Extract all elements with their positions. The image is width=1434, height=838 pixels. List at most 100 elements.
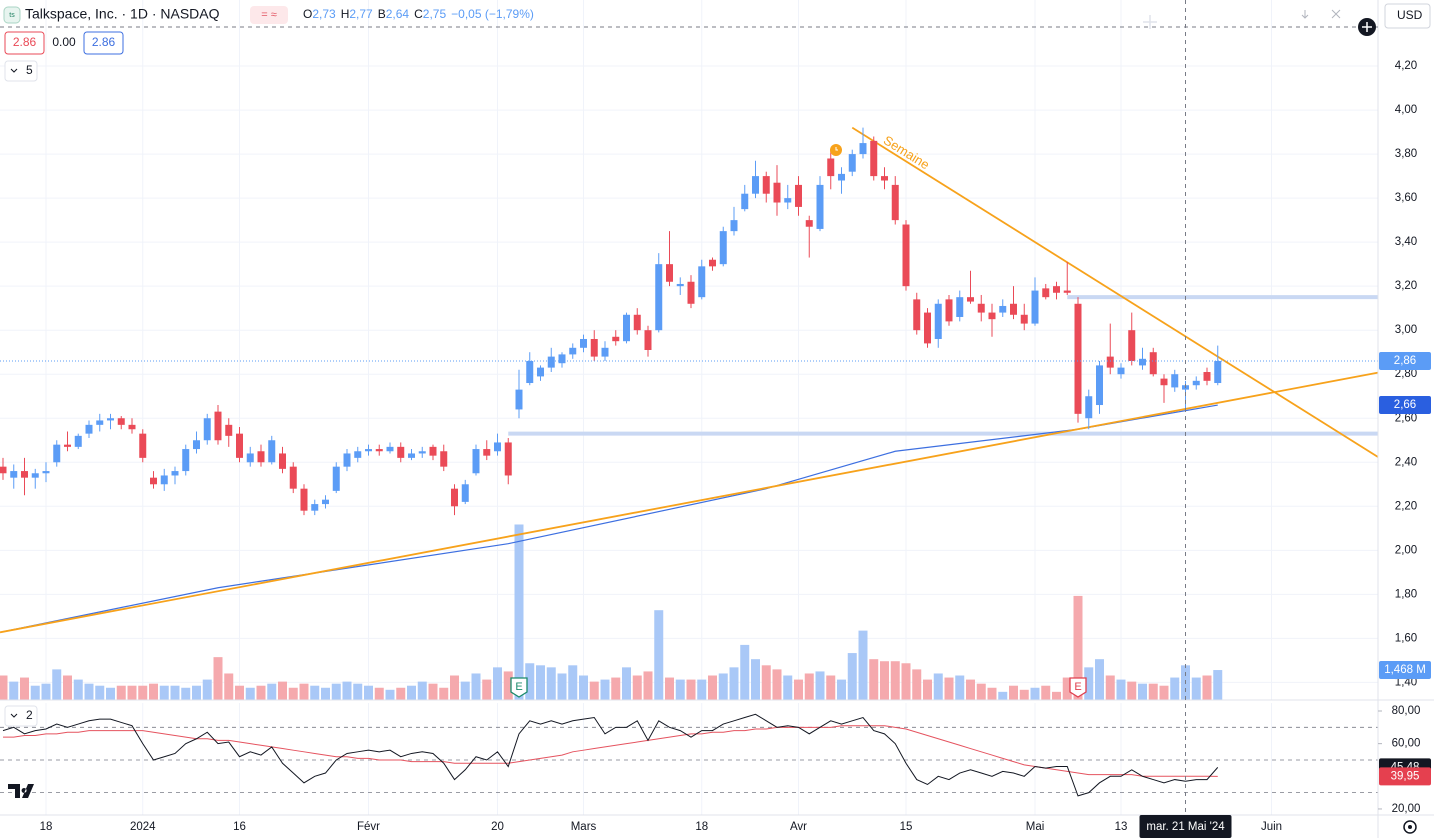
x-tick-label: Juin	[1261, 821, 1282, 833]
x-tick-label: 18	[695, 821, 708, 833]
candle-body	[10, 471, 18, 478]
candle-body	[655, 264, 663, 331]
tradingview-logo	[8, 784, 34, 798]
buy-button[interactable]	[83, 31, 124, 55]
candle-body	[1192, 380, 1200, 386]
x-tick-label: 20	[491, 821, 504, 833]
candle-body	[612, 336, 620, 342]
y-tick-label: 3,00	[1395, 324, 1417, 336]
candle-body	[924, 312, 931, 344]
candle-body	[375, 449, 383, 452]
volume-bar	[310, 685, 320, 700]
volume-bar	[9, 681, 19, 700]
volume-bar	[63, 675, 72, 700]
x-tick-label: 16	[233, 821, 246, 833]
candle-body	[246, 453, 254, 463]
candle-body	[343, 453, 351, 467]
candle-body	[1020, 314, 1028, 324]
candle-body	[784, 198, 792, 203]
volume-bar	[826, 675, 836, 700]
volume-bar	[987, 687, 997, 700]
y-tick-label: 2,40	[1395, 456, 1417, 468]
volume-bar	[213, 657, 223, 700]
settings-button[interactable]	[1403, 820, 1417, 834]
volume-bar	[417, 681, 427, 700]
candle-body	[795, 184, 802, 207]
volume-bar	[364, 685, 373, 700]
volume-bar	[0, 675, 8, 700]
sell-price: 2.86	[13, 35, 37, 49]
y-tick-label: 3,80	[1395, 148, 1417, 160]
candle-body	[891, 184, 899, 221]
candle-body	[956, 297, 964, 317]
rsi-toggle[interactable]	[4, 705, 38, 727]
volume-bar	[1127, 681, 1137, 700]
candle-body	[633, 314, 641, 331]
sell-button[interactable]	[4, 31, 45, 55]
volume-bar	[428, 683, 438, 700]
currency: USD	[1397, 8, 1423, 22]
volume-bar	[632, 675, 642, 700]
volume-bar	[611, 677, 621, 700]
candle-body	[397, 446, 405, 458]
volume-bar	[202, 679, 212, 700]
volume-bar	[95, 685, 105, 700]
y-tick-label: 2,80	[1395, 368, 1417, 380]
y-tick-label: 1,80	[1395, 588, 1417, 600]
candle-body	[160, 475, 168, 485]
volume-bar	[837, 679, 846, 700]
earnings-marker	[510, 677, 528, 698]
candle-body	[74, 435, 82, 447]
volume-bar	[374, 687, 384, 700]
volume-bar	[944, 677, 954, 700]
pane-controls[interactable]	[1301, 9, 1341, 19]
last-price-label: 2,86	[1394, 355, 1416, 367]
candle-body	[139, 433, 147, 458]
candle-body	[171, 471, 179, 476]
candle-body	[999, 305, 1007, 313]
volume-bar	[149, 683, 158, 700]
candle-body	[150, 477, 157, 485]
compare-button[interactable]	[250, 6, 288, 24]
volume-bar	[901, 663, 911, 700]
candle-body	[848, 154, 856, 172]
volume-bar	[600, 679, 610, 700]
volume-bar	[675, 679, 685, 700]
candle-body	[1117, 367, 1125, 375]
candle-body	[558, 354, 566, 364]
volume-bar	[718, 673, 728, 700]
currency-button[interactable]	[1384, 3, 1431, 29]
candle-body	[547, 356, 555, 368]
volume-bar	[525, 663, 535, 700]
candle-body	[988, 312, 996, 320]
volume-bar	[256, 685, 266, 700]
candle-body	[590, 338, 598, 357]
candle-body	[289, 466, 297, 489]
candle-body	[1096, 365, 1103, 406]
candle-body	[515, 389, 523, 410]
volume-bar	[751, 659, 760, 700]
volume-bar	[321, 687, 330, 700]
volume-bar	[804, 673, 814, 700]
candle-body	[429, 446, 437, 456]
candle-body	[859, 143, 867, 155]
crosshair-cursor	[1143, 15, 1157, 29]
volume-bar	[880, 661, 889, 700]
candle-body	[203, 418, 211, 441]
indicators-toggle[interactable]	[4, 60, 38, 82]
volume-bar	[1116, 679, 1126, 700]
x-tick-label: 2024	[130, 821, 156, 833]
candle-body	[1160, 378, 1168, 386]
candle-body	[1106, 356, 1114, 368]
x-tick-label: 18	[40, 821, 53, 833]
y-tick-label: 3,20	[1395, 280, 1417, 292]
crosshair-date-box	[1139, 815, 1232, 838]
grid	[0, 0, 1378, 815]
rsi-pane-label: 2	[26, 708, 33, 722]
volume-bar	[772, 669, 782, 700]
volume-bar	[579, 675, 588, 700]
volume-layer	[0, 524, 1223, 700]
candle-body	[526, 361, 534, 384]
symbol-logo-text: ts	[9, 12, 15, 19]
x-tick-label: 15	[900, 821, 913, 833]
